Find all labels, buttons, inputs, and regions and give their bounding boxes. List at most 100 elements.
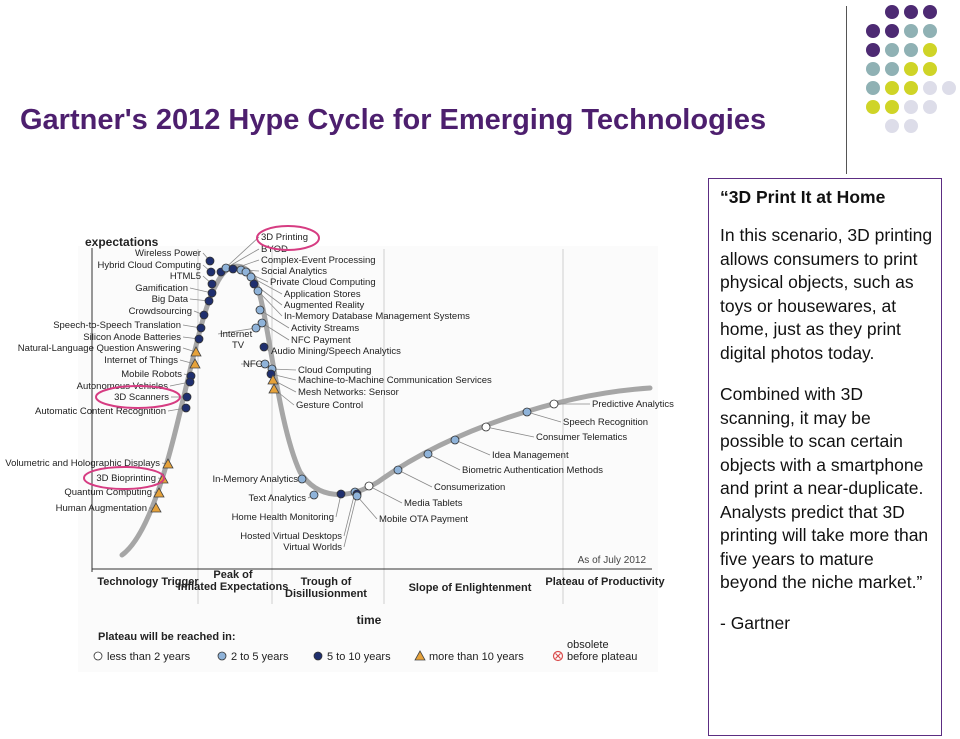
highlight-ring-3d-bioprinting xyxy=(83,466,165,490)
label-internet-tv: Internet TV xyxy=(220,329,253,351)
decor-dot xyxy=(866,24,880,38)
legend: less than 2 years 2 to 5 years 5 to 10 yea… xyxy=(93,639,637,663)
legend-marker-gt10 xyxy=(414,650,426,661)
label-internet-of-things: Internet of Things xyxy=(104,355,178,366)
marker-idea-management xyxy=(450,435,460,445)
leader-activity-streams xyxy=(259,309,290,329)
label-gesture-control: Gesture Control xyxy=(296,400,363,411)
marker-predictive-analytics xyxy=(549,399,559,409)
label-machine-to-machine-communication-services: Machine-to-Machine Communication Service… xyxy=(298,375,492,386)
leader-mobile-ota-payment xyxy=(356,495,378,520)
leader-byod xyxy=(225,248,260,269)
decor-dot xyxy=(866,100,880,114)
label-speech-to-speech-translation: Speech-to-Speech Translation xyxy=(53,320,181,331)
decor-dot xyxy=(904,5,918,19)
marker-activity-streams xyxy=(255,305,265,315)
label-nfc: NFC xyxy=(243,359,263,370)
y-axis-label: expectations xyxy=(85,235,159,249)
label-idea-management: Idea Management xyxy=(492,450,569,461)
marker-human-augmentation xyxy=(150,502,162,513)
decor-dot xyxy=(923,100,937,114)
decor-dot xyxy=(885,24,899,38)
label-social-analytics: Social Analytics xyxy=(261,266,327,277)
label-hybrid-cloud-computing: Hybrid Cloud Computing xyxy=(98,260,202,271)
decor-dot xyxy=(904,43,918,57)
marker-consumerization xyxy=(393,465,403,475)
marker-natural-language-question-answering xyxy=(190,346,202,357)
decor-dot xyxy=(923,81,937,95)
label-gamification: Gamification xyxy=(135,283,188,294)
marker-gesture-control xyxy=(268,383,280,394)
label-in-memory-analytics: In-Memory Analytics xyxy=(212,474,298,485)
decor-dot xyxy=(885,62,899,76)
marker-autonomous-vehicles xyxy=(185,377,195,387)
marker-gamification xyxy=(207,288,217,298)
technology-markers xyxy=(150,256,559,513)
label-silicon-anode-batteries: Silicon Anode Batteries xyxy=(83,332,181,343)
legend-marker-5to10 xyxy=(313,651,323,661)
quote-heading: “3D Print It at Home xyxy=(720,187,886,207)
phase-dividers xyxy=(197,249,564,604)
label-audio-mining-speech-analytics: Audio Mining/Speech Analytics xyxy=(271,346,401,357)
label-3d-bioprinting: 3D Bioprinting xyxy=(96,473,156,484)
label-3d-scanners: 3D Scanners xyxy=(114,392,169,403)
label-activity-streams: Activity Streams xyxy=(291,323,359,334)
quote-attribution: - Gartner xyxy=(720,612,791,633)
legend-label-2to5: 2 to 5 years xyxy=(231,651,289,663)
marker-automatic-content-recognition xyxy=(181,403,191,413)
leader-media-tablets xyxy=(368,485,403,504)
marker-complex-event-processing xyxy=(228,264,238,274)
legend-title: Plateau will be reached in: xyxy=(98,631,236,643)
label-media-tablets: Media Tablets xyxy=(404,498,463,509)
marker-3d-scanners xyxy=(182,392,192,402)
marker-nfc xyxy=(260,359,270,369)
decor-dot xyxy=(866,43,880,57)
label-3d-printing: 3D Printing xyxy=(261,232,308,243)
label-consumerization: Consumerization xyxy=(434,482,505,493)
highlight-ring-3d-scanners xyxy=(95,385,181,409)
leader-hosted-virtual-desktops xyxy=(343,491,356,537)
title-divider-line xyxy=(846,6,847,174)
decor-dot xyxy=(904,119,918,133)
slide-title: Gartner's 2012 Hype Cycle for Emerging T… xyxy=(20,104,767,136)
decor-dot xyxy=(904,81,918,95)
label-text-analytics: Text Analytics xyxy=(248,493,306,504)
decor-dot xyxy=(885,119,899,133)
marker-biometric-authentication-methods xyxy=(423,449,433,459)
label-in-memory-database-management-systems: In-Memory Database Management Systems xyxy=(284,311,470,322)
decor-dot xyxy=(923,24,937,38)
chart-background xyxy=(78,246,658,672)
decor-dot xyxy=(866,62,880,76)
marker-speech-to-speech-translation xyxy=(196,323,206,333)
label-mobile-robots: Mobile Robots xyxy=(121,369,182,380)
label-home-health-monitoring: Home Health Monitoring xyxy=(232,512,334,523)
decor-dot xyxy=(923,43,937,57)
marker-volumetric-and-holographic-displays xyxy=(162,458,174,469)
label-wireless-power: Wireless Power xyxy=(135,248,201,259)
quote-paragraph-1: In this scenario, 3D printing allows con… xyxy=(720,225,933,363)
phase-label-slope-of-enlightenment: Slope of Enlightenment xyxy=(409,582,532,594)
label-cloud-computing: Cloud Computing xyxy=(298,365,371,376)
phase-label-plateau-of-productivity: Plateau of Productivity xyxy=(545,576,665,588)
label-quantum-computing: Quantum Computing xyxy=(64,487,152,498)
label-speech-recognition: Speech Recognition xyxy=(563,417,648,428)
decor-dot xyxy=(923,5,937,19)
label-private-cloud-computing: Private Cloud Computing xyxy=(270,277,376,288)
quote-paragraph-2: Combined with 3D scanning, it may be pos… xyxy=(720,384,929,592)
marker-internet-of-things xyxy=(189,358,201,369)
marker-crowdsourcing xyxy=(199,310,209,320)
label-automatic-content-recognition: Automatic Content Recognition xyxy=(35,406,166,417)
legend-label-5to10: 5 to 10 years xyxy=(327,651,391,663)
decor-dot xyxy=(885,43,899,57)
decor-dot xyxy=(942,81,956,95)
x-axis-label: time xyxy=(357,613,382,627)
marker-augmented-reality xyxy=(249,279,259,289)
marker-big-data xyxy=(204,296,214,306)
leader-internet-tv xyxy=(217,327,257,335)
marker-media-tablets xyxy=(364,481,374,491)
as-of-label: As of July 2012 xyxy=(578,555,647,566)
highlight-ring-3d-printing xyxy=(256,225,320,251)
